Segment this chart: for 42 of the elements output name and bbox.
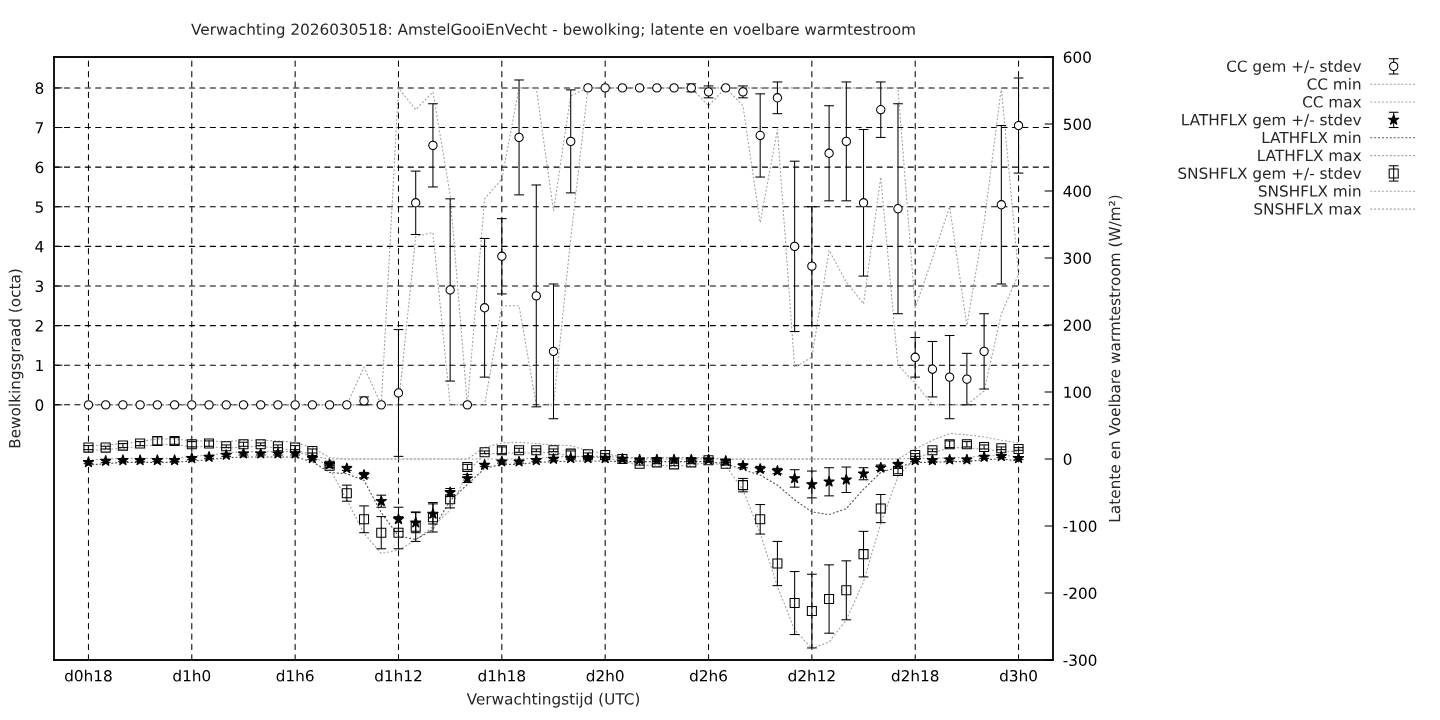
legend-label: LATHFLX max xyxy=(1258,149,1362,162)
x-tick-label: d2h6 xyxy=(689,669,727,682)
y2-tick-label: 100 xyxy=(1064,386,1091,399)
legend-label: SNSHFLX gem +/- stdev xyxy=(1178,167,1362,182)
y2-tick-label: 400 xyxy=(1063,185,1091,198)
y2-tick-label: 500 xyxy=(1063,118,1091,131)
legend-label: CC min xyxy=(1307,77,1361,90)
chart-title: Verwachting 2026030518: AmstelGooiEnVecht - bewolking; latente en voelbare warmtestroom xyxy=(191,23,915,38)
legend-label: CC max xyxy=(1302,96,1362,108)
y-tick-label: 3 xyxy=(35,280,44,293)
y2-tick-label: 200 xyxy=(1063,319,1091,332)
x-tick-label: d1h6 xyxy=(276,669,314,682)
legend-label: SNSHFLX max xyxy=(1254,203,1362,215)
x-tick-label: d0h18 xyxy=(65,669,112,682)
y-tick-label: 6 xyxy=(35,161,44,174)
y-axis-title: Bewolkingsgraad (octa) xyxy=(8,269,24,448)
x-tick-label: d2h18 xyxy=(891,669,939,682)
y-tick-label: 5 xyxy=(35,201,43,213)
y-tick-label: 7 xyxy=(35,122,43,134)
x-tick-label: d1h0 xyxy=(173,669,211,682)
y-tick-label: 8 xyxy=(35,82,44,94)
x-tick-label: d3h0 xyxy=(999,669,1037,682)
y-tick-label: 1 xyxy=(36,359,43,372)
y2-tick-label: 600 xyxy=(1063,51,1091,64)
x-tick-label: d2h12 xyxy=(788,669,835,682)
y2-tick-label: 0 xyxy=(1063,453,1072,466)
legend-label: LATHFLX min xyxy=(1262,131,1361,144)
legend-label: SNSHFLX min xyxy=(1258,185,1361,197)
y2-tick-label: -200 xyxy=(1063,587,1097,600)
legend-label: LATHFLX gem +/- stdev xyxy=(1182,113,1362,129)
y-tick-label: 2 xyxy=(35,320,43,332)
x-tick-label: d1h18 xyxy=(478,669,526,682)
y-tick-label: 4 xyxy=(35,241,44,253)
x-tick-label: d2h0 xyxy=(586,669,624,682)
y2-tick-label: -300 xyxy=(1063,654,1097,667)
y2-tick-label: -100 xyxy=(1063,520,1097,533)
y2-axis-title: Latente en Voelbare warmtestroom (W/m²) xyxy=(1108,195,1123,522)
x-axis-title: Verwachtingstijd (UTC) xyxy=(466,692,640,708)
x-tick-label: d1h12 xyxy=(375,669,422,682)
y2-tick-label: 300 xyxy=(1063,252,1091,265)
legend-label: CC gem +/- stdev xyxy=(1227,60,1362,75)
y-tick-label: 0 xyxy=(35,399,44,411)
